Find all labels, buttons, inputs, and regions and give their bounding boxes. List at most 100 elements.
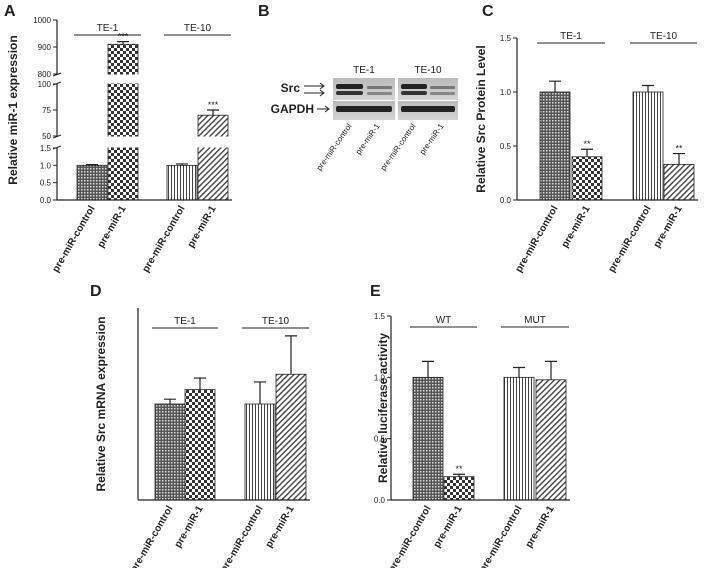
bar — [503, 376, 535, 501]
y-tick-label: 50 — [42, 132, 51, 141]
y-tick-label: 0.5 — [40, 179, 52, 188]
band — [430, 92, 455, 95]
bar — [663, 163, 695, 201]
panel-label: B — [258, 3, 270, 20]
band — [401, 106, 455, 112]
bar — [76, 164, 108, 201]
group-label: WT — [436, 315, 452, 326]
y-tick-label: 1.5 — [374, 312, 386, 321]
blot-category: pre-miR-control — [379, 122, 418, 172]
arrow — [304, 82, 325, 97]
panel-label: A — [4, 3, 16, 20]
panel-label: E — [370, 283, 381, 300]
axis-break — [52, 72, 62, 77]
group-label: TE-10 — [650, 31, 678, 42]
bar — [412, 376, 444, 501]
x-tick-label: pre-miR-control — [141, 204, 188, 275]
error-bar — [513, 366, 525, 378]
x-tick-label: pre-miR-1 — [264, 504, 297, 550]
error-bar — [422, 360, 434, 378]
x-tick-label: pre-miR-control — [51, 204, 98, 275]
bar — [184, 389, 216, 501]
y-tick-label: 1.0 — [374, 373, 386, 382]
axis-break — [52, 134, 62, 139]
band — [367, 92, 392, 95]
significance: ** — [455, 464, 463, 474]
band-label: GAPDH — [271, 102, 314, 116]
significance: *** — [208, 100, 219, 110]
y-tick-label: 1000 — [33, 16, 51, 25]
error-bar — [86, 164, 98, 166]
y-tick-label: 0.0 — [40, 196, 52, 205]
band — [367, 86, 392, 89]
bar-break — [107, 74, 139, 84]
error-bar — [545, 360, 557, 380]
band — [401, 84, 427, 89]
y-axis-label: Relative luciferase activity — [376, 333, 390, 483]
y-tick-label: 0.0 — [374, 496, 386, 505]
band — [430, 86, 455, 89]
bar — [197, 114, 229, 201]
blot-category: pre-miR-control — [315, 122, 354, 172]
error-bar — [194, 377, 206, 390]
bar — [166, 164, 198, 201]
significance: ** — [583, 139, 591, 149]
y-tick-label: 100 — [38, 80, 52, 89]
error-bar — [673, 152, 685, 165]
y-tick-label: 1.0 — [500, 88, 512, 97]
panel-label: D — [90, 283, 102, 300]
error-bar — [642, 84, 654, 92]
x-tick-label: pre-miR-1 — [186, 204, 219, 250]
bar — [244, 403, 276, 501]
error-bar — [117, 41, 129, 45]
x-tick-label: pre-miR-1 — [560, 204, 593, 250]
group-label: TE-1 — [560, 31, 582, 42]
bar-break — [107, 136, 139, 148]
bar — [632, 91, 664, 201]
bar-break — [197, 136, 229, 148]
error-bar — [549, 80, 561, 92]
y-tick-label: 75 — [42, 106, 51, 115]
band — [336, 91, 363, 95]
error-bar — [285, 335, 297, 375]
x-tick-label: pre-miR-1 — [524, 504, 557, 550]
error-bar — [254, 381, 266, 404]
blot-panel: B TE-1 TE-10 Src GAPDH pre-miR-control p… — [258, 3, 458, 172]
bar — [535, 379, 567, 501]
y-tick-label: 800 — [38, 70, 52, 79]
panel-label: C — [482, 3, 494, 20]
blot-group: TE-1 — [353, 65, 375, 76]
y-tick-label: 1.5 — [500, 34, 512, 43]
x-tick-label: pre-miR-control — [514, 204, 561, 275]
group-label: TE-1 — [174, 316, 196, 327]
significance: *** — [118, 32, 129, 42]
y-tick-label: 0.5 — [500, 142, 512, 151]
bar — [443, 476, 475, 501]
blot-group: TE-10 — [414, 65, 442, 76]
arrow — [317, 105, 330, 113]
group-label: TE-10 — [262, 316, 290, 327]
axis-break — [52, 81, 62, 86]
error-bar — [581, 148, 593, 157]
error-bar — [207, 109, 219, 116]
bar — [275, 373, 307, 501]
x-tick-label: pre-miR-1 — [432, 504, 465, 550]
y-axis-label: Relative miR-1 expression — [6, 35, 20, 184]
y-tick-label: 1.0 — [40, 161, 52, 170]
band — [336, 106, 392, 112]
y-tick-label: 0.0 — [500, 196, 512, 205]
x-tick-label: pre-miR-control — [129, 504, 176, 568]
x-tick-label: pre-miR-control — [478, 504, 525, 568]
x-tick-label: pre-miR-1 — [652, 204, 685, 250]
axis-break — [52, 145, 62, 150]
bar — [154, 403, 186, 501]
y-axis-label: Relative Src Protein Level — [474, 45, 488, 192]
blot-category: pre-miR-1 — [418, 122, 446, 157]
error-bar — [164, 398, 176, 404]
error-bar — [453, 473, 465, 477]
x-tick-label: pre-miR-control — [387, 504, 434, 568]
x-tick-label: pre-miR-control — [607, 204, 654, 275]
group-label: TE-1 — [97, 23, 119, 34]
blot-category: pre-miR-1 — [354, 122, 382, 157]
